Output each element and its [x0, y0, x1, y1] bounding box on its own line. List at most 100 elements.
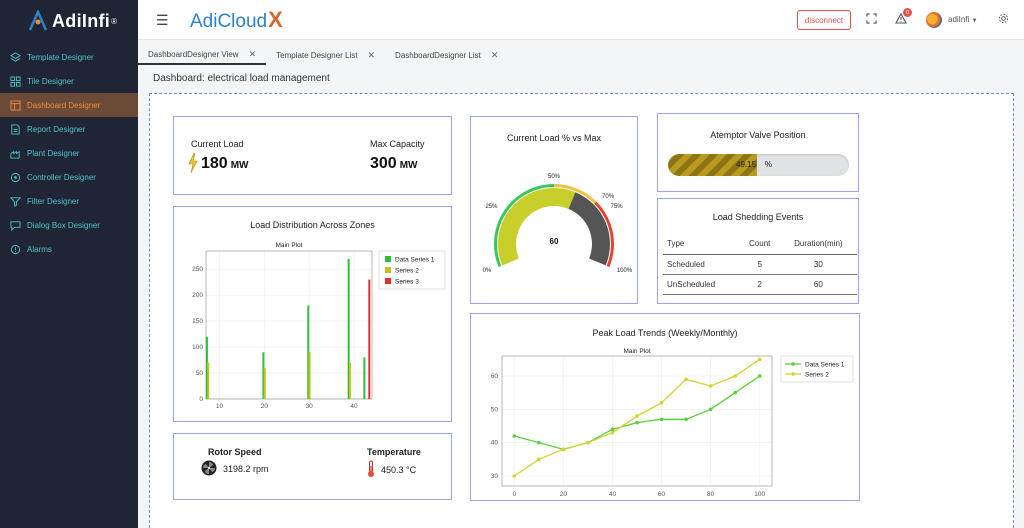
- logo-icon: [28, 10, 48, 31]
- valve-card[interactable]: Atemptor Valve Position 49.15 %: [657, 113, 859, 192]
- gauge-value: 60: [550, 237, 559, 246]
- valve-progress-fill: [668, 154, 757, 176]
- sidebar-item-label: Tile Designer: [27, 76, 74, 86]
- data-point: [659, 417, 664, 422]
- page-title: Dashboard: electrical load management: [153, 73, 330, 84]
- events-title: Load Shedding Events: [712, 212, 804, 222]
- gauge-card[interactable]: Current Load % vs Max 0% 25% 50% 70% 75% 100%…: [470, 116, 638, 304]
- legend-label: Data Series 1: [395, 257, 435, 264]
- gauge-tick-label: 50%: [548, 174, 561, 180]
- y-tick-label: 50: [196, 370, 204, 377]
- max-capacity-number: 300: [370, 155, 397, 172]
- temperature-unit: °C: [406, 465, 417, 475]
- username[interactable]: adiInfi ▼: [948, 15, 978, 24]
- controller-icon: [10, 172, 21, 183]
- rotor-card[interactable]: Rotor Speed 3198.2 rpm Temperature 450.3…: [173, 433, 452, 500]
- tab-dashboard-designer-list[interactable]: DashboardDesigner List ✕: [385, 45, 508, 65]
- data-point: [610, 430, 615, 435]
- gauge-zone-yellow: [554, 184, 597, 204]
- data-point: [610, 427, 615, 432]
- current-load-value: 180 MW: [201, 155, 248, 173]
- y-tick-label: 200: [192, 292, 203, 299]
- data-point: [512, 474, 517, 478]
- chart-card-title: Peak Load Trends (Weekly/Monthly): [592, 328, 738, 338]
- peak-load-trends-card[interactable]: Peak Load Trends (Weekly/Monthly) Main P…: [470, 313, 860, 501]
- load-distribution-card[interactable]: Load Distribution Across Zones Main Plot…: [173, 206, 452, 422]
- valve-title: Atemptor Valve Position: [710, 130, 806, 140]
- legend-swatch: [385, 256, 391, 262]
- sidebar-item-label: Dialog Box Designer: [27, 220, 100, 230]
- bar: [347, 258, 350, 399]
- chart-legend: Data Series 1 Series 2 Series 3: [378, 250, 446, 290]
- table-row: UnScheduled 2 60: [663, 274, 857, 295]
- sidebar-item-label: Controller Designer: [27, 172, 96, 182]
- bar: [349, 362, 352, 399]
- sidebar: AdiInfi ® Template Designer Tile Designe…: [0, 0, 138, 528]
- sidebar-item-dashboard-designer[interactable]: Dashboard Designer: [0, 93, 138, 117]
- legend-box: [780, 355, 854, 383]
- warning-bell-icon[interactable]: [895, 12, 907, 27]
- valve-value: 49.15: [736, 160, 757, 169]
- legend-marker: [791, 362, 795, 366]
- legend-label: Series 3: [395, 279, 419, 286]
- fan-icon: [201, 460, 217, 481]
- load-card[interactable]: Current Load 180 MW Max Capacity 300 MW: [173, 116, 452, 195]
- legend-label: Series 2: [395, 268, 419, 275]
- data-point: [635, 414, 639, 418]
- lightning-icon: [188, 152, 198, 178]
- username-text: adiInfi: [948, 15, 970, 24]
- data-point: [757, 374, 762, 378]
- gauge-tick-label: 25%: [485, 204, 498, 210]
- data-point: [659, 400, 664, 405]
- table-row: Scheduled 5 30: [663, 254, 857, 275]
- data-point: [708, 384, 713, 388]
- sidebar-item-tile-designer[interactable]: Tile Designer: [0, 69, 138, 93]
- cell-duration: 60: [779, 274, 857, 295]
- col-type: Type: [663, 234, 740, 255]
- disconnect-button[interactable]: disconnect: [797, 10, 851, 30]
- gear-icon[interactable]: [998, 13, 1009, 27]
- rotor-speed-unit: rpm: [253, 464, 269, 474]
- close-icon[interactable]: ✕: [490, 49, 499, 60]
- x-tick-label: 40: [609, 491, 617, 498]
- chart-title: Main Plot: [623, 348, 650, 355]
- cell-count: 5: [739, 254, 780, 275]
- gauge-zone-red: [594, 201, 614, 267]
- sidebar-item-report-designer[interactable]: Report Designer: [0, 117, 138, 141]
- current-load-unit: MW: [230, 160, 249, 171]
- x-tick-label: 60: [658, 491, 666, 498]
- sidebar-item-filter-designer[interactable]: Filter Designer: [0, 189, 138, 213]
- y-tick-label: 40: [491, 440, 499, 447]
- cell-count: 2: [739, 274, 780, 295]
- close-icon[interactable]: ✕: [367, 49, 376, 60]
- brand-x: X: [268, 7, 283, 32]
- tab-template-designer-list[interactable]: Template Designer List ✕: [266, 45, 385, 65]
- max-capacity-value: 300 MW: [370, 155, 417, 173]
- sidebar-item-label: Dashboard Designer: [27, 100, 101, 110]
- sidebar-item-controller-designer[interactable]: Controller Designer: [0, 165, 138, 189]
- tab-label: DashboardDesigner List: [395, 50, 481, 60]
- col-duration: Duration(min): [779, 234, 857, 255]
- data-point: [684, 377, 688, 382]
- cell-type: Scheduled: [663, 254, 740, 275]
- max-capacity-unit: MW: [399, 160, 418, 171]
- legend-label: Data Series 1: [805, 362, 845, 369]
- load-shedding-card[interactable]: Load Shedding Events Type Count Duration…: [657, 198, 859, 304]
- hamburger-menu-icon[interactable]: ☰: [156, 12, 169, 28]
- tab-dashboard-designer-view[interactable]: DashboardDesigner View ✕: [138, 45, 267, 65]
- sidebar-item-alarms[interactable]: Alarms: [0, 237, 138, 261]
- dashboard-canvas: Current Load 180 MW Max Capacity 300 MW Lo…: [149, 93, 1014, 528]
- bar: [308, 352, 311, 399]
- plot-frame: [205, 250, 373, 400]
- valve-progress-text: 49.15 %: [736, 160, 772, 169]
- fullscreen-icon[interactable]: [866, 13, 877, 27]
- avatar[interactable]: [926, 12, 942, 28]
- close-icon[interactable]: ✕: [248, 48, 257, 59]
- sidebar-item-template-designer[interactable]: Template Designer: [0, 45, 138, 69]
- sidebar-item-plant-designer[interactable]: Plant Designer: [0, 141, 138, 165]
- tab-bar: DashboardDesigner View ✕ Template Design…: [138, 45, 508, 65]
- bar: [207, 362, 210, 399]
- bar: [263, 367, 266, 399]
- sidebar-item-dialog-box-designer[interactable]: Dialog Box Designer: [0, 213, 138, 237]
- valve-progress-bar: [668, 154, 849, 176]
